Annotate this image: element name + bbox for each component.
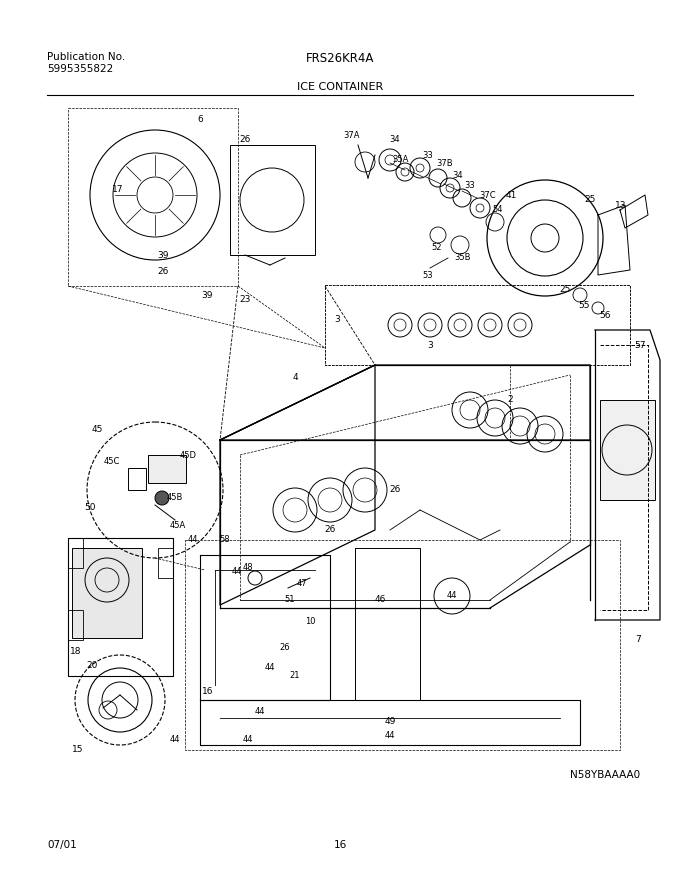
Text: 44: 44 [243,736,253,744]
Bar [68,538,173,676]
Text: 34: 34 [390,136,401,144]
Text: 47: 47 [296,578,307,588]
Text: ICE CONTAINER: ICE CONTAINER [297,82,383,92]
Text: 51: 51 [285,596,295,605]
Text: 44: 44 [188,536,199,545]
Bar [148,455,186,483]
Text: 45B: 45B [167,494,183,502]
Text: 44: 44 [385,730,395,739]
Text: 54: 54 [493,206,503,215]
Text: 35B: 35B [455,253,471,262]
Text: 5995355822: 5995355822 [47,64,114,74]
Text: 45: 45 [91,426,103,435]
Text: 57: 57 [634,341,646,349]
Text: 16: 16 [202,687,214,696]
Bar [158,548,173,578]
Text: 26: 26 [279,643,290,652]
Text: 44: 44 [170,736,180,744]
Text: 55: 55 [578,300,590,310]
Bar [72,548,142,638]
Text: 10: 10 [305,618,316,627]
Text: 53: 53 [423,270,433,280]
Text: 45D: 45D [180,451,197,459]
Text: 26: 26 [390,486,401,495]
Text: 7: 7 [635,635,641,644]
Text: 58: 58 [220,536,231,545]
Text: 39: 39 [201,290,213,299]
Text: FRS26KR4A: FRS26KR4A [306,52,374,65]
Text: N58YBAAAA0: N58YBAAAA0 [570,770,640,780]
Text: 13: 13 [615,201,627,209]
Bar [185,540,620,750]
Text: 44: 44 [232,568,242,576]
Text: 26: 26 [239,136,251,144]
Text: 44: 44 [447,591,457,600]
Text: 45C: 45C [104,458,120,466]
Circle shape [155,491,169,505]
Text: 46: 46 [374,596,386,605]
Bar [325,285,630,365]
Text: 25: 25 [584,195,596,204]
Text: 33: 33 [423,150,433,159]
Text: 49: 49 [384,717,396,727]
Text: 4: 4 [292,373,298,383]
Text: 33: 33 [464,180,475,189]
Text: 44: 44 [265,664,275,672]
Text: 26: 26 [324,525,336,534]
Text: 20: 20 [86,661,98,670]
Bar [128,468,146,490]
Text: 37B: 37B [437,158,454,167]
Text: 07/01: 07/01 [47,840,77,850]
Bar [600,400,655,500]
Text: 2: 2 [507,395,513,405]
Text: 3: 3 [427,341,433,349]
Text: 34: 34 [453,171,463,180]
Text: 18: 18 [70,648,82,656]
Text: 15: 15 [72,745,84,754]
Text: 45A: 45A [170,520,186,530]
Text: 23: 23 [239,296,251,304]
Bar [230,145,315,255]
Text: 26: 26 [157,268,169,276]
Bar [68,108,238,286]
Text: 16: 16 [333,840,347,850]
Text: 50: 50 [84,503,96,512]
Text: 48: 48 [243,563,254,573]
Text: 37A: 37A [344,130,360,140]
Bar [68,610,83,640]
Text: 41: 41 [505,190,517,200]
Text: 21: 21 [290,671,301,679]
Text: 56: 56 [599,311,611,319]
Text: Publication No.: Publication No. [47,52,125,62]
Text: 44: 44 [255,708,265,716]
Text: 39: 39 [157,251,169,260]
Bar [325,285,630,365]
Bar [68,538,83,568]
Text: 25: 25 [560,285,571,295]
Text: 52: 52 [432,244,442,253]
Text: 37C: 37C [479,190,496,200]
Text: 3: 3 [334,316,340,325]
Text: 35A: 35A [392,156,408,165]
Text: 6: 6 [197,115,203,124]
Text: 17: 17 [112,186,124,194]
